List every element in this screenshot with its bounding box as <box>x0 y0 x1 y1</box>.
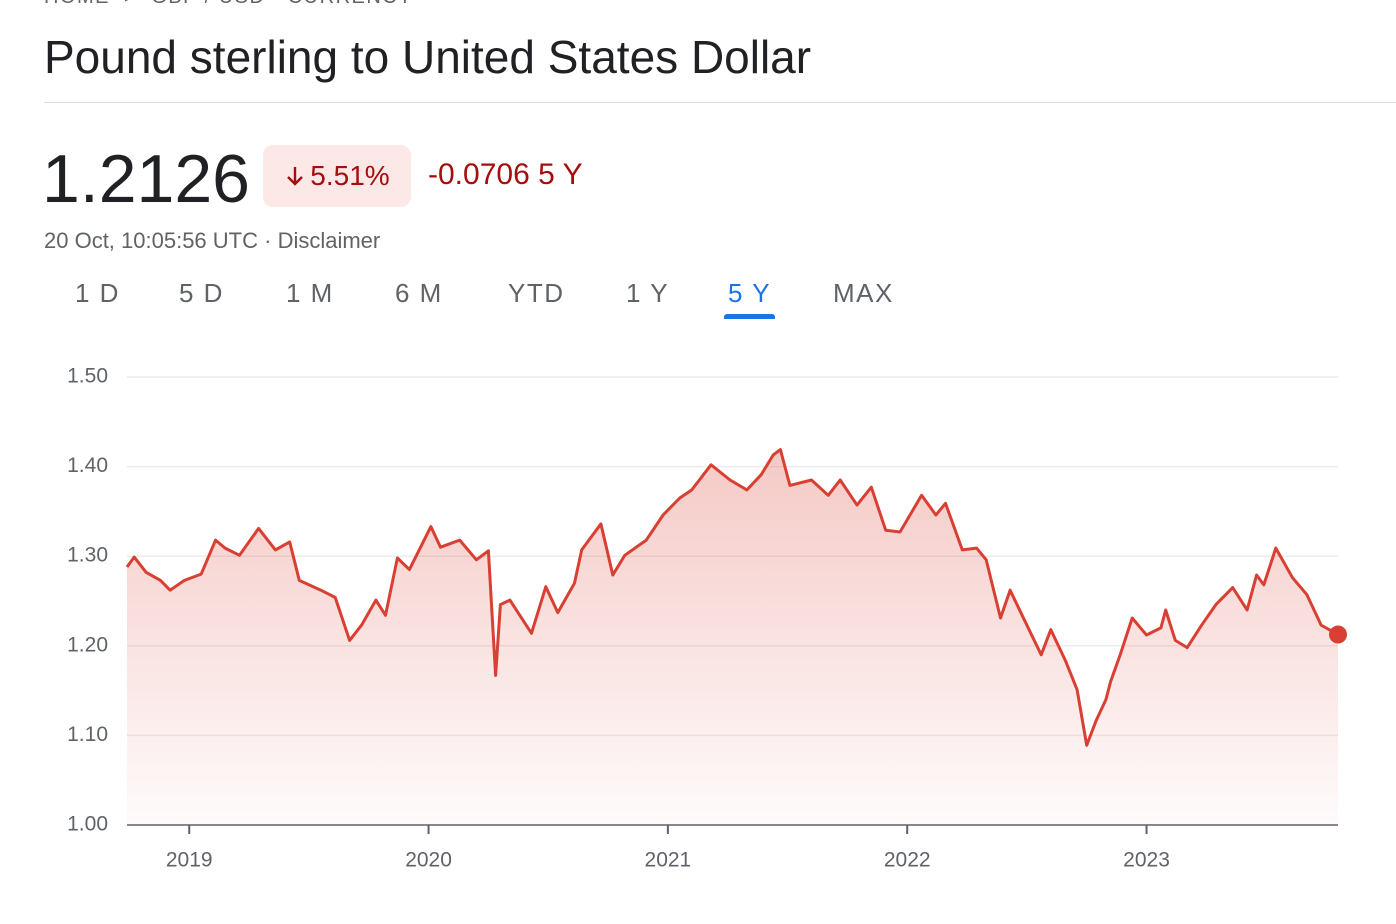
page-title: Pound sterling to United States Dollar <box>44 31 812 83</box>
range-tab[interactable]: 1 D <box>75 278 120 308</box>
y-tick-label: 1.10 <box>67 723 108 746</box>
y-tick-label: 1.00 <box>67 813 108 836</box>
time: 20 Oct, 10:05:56 UTC <box>44 228 258 253</box>
range-tab[interactable]: 5 Y <box>723 278 776 319</box>
x-tick-label: 2019 <box>166 849 213 872</box>
price: 1.2126 <box>42 141 250 217</box>
last-point <box>1329 625 1347 644</box>
x-tick-label: 2020 <box>405 849 452 872</box>
line <box>125 448 1339 747</box>
change: -0.0706 5 Y <box>428 158 583 192</box>
x-tick-label: 2023 <box>1123 849 1170 872</box>
x-tick-label: 2022 <box>884 849 931 872</box>
range-tab[interactable]: YTD <box>508 278 565 308</box>
y-tick-label: 1.40 <box>67 454 108 477</box>
area <box>127 449 1338 825</box>
change-period: 5 Y <box>538 158 583 191</box>
timestamp: 20 Oct, 10:05:56 UTC · Disclaimer <box>44 228 381 253</box>
divider <box>44 102 1396 103</box>
down-arrow <box>287 167 304 186</box>
y-tick-label: 1.20 <box>67 633 108 656</box>
y-tick-label: 1.50 <box>67 365 108 388</box>
y-tick-label: 1.30 <box>67 544 108 567</box>
change-percent: 5.51% <box>310 160 390 191</box>
breadcrumb-item[interactable]: HOME <box>44 0 110 8</box>
breadcrumb: HOME>GBP / USD · CURRENCY <box>44 0 413 9</box>
range-tab[interactable]: 5 D <box>179 278 224 308</box>
range-tab[interactable]: MAX <box>833 278 894 308</box>
change-value: -0.0706 <box>428 158 530 191</box>
range-tab[interactable]: 6 M <box>395 278 443 308</box>
change-badge: 5.51% <box>263 145 411 207</box>
breadcrumb-item[interactable]: GBP / USD · CURRENCY <box>151 0 413 8</box>
x-tick-label: 2021 <box>645 849 692 872</box>
disclaimer[interactable]: Disclaimer <box>277 228 381 253</box>
range-tab[interactable]: 1 Y <box>626 278 670 308</box>
range-tab[interactable]: 1 M <box>286 278 334 308</box>
